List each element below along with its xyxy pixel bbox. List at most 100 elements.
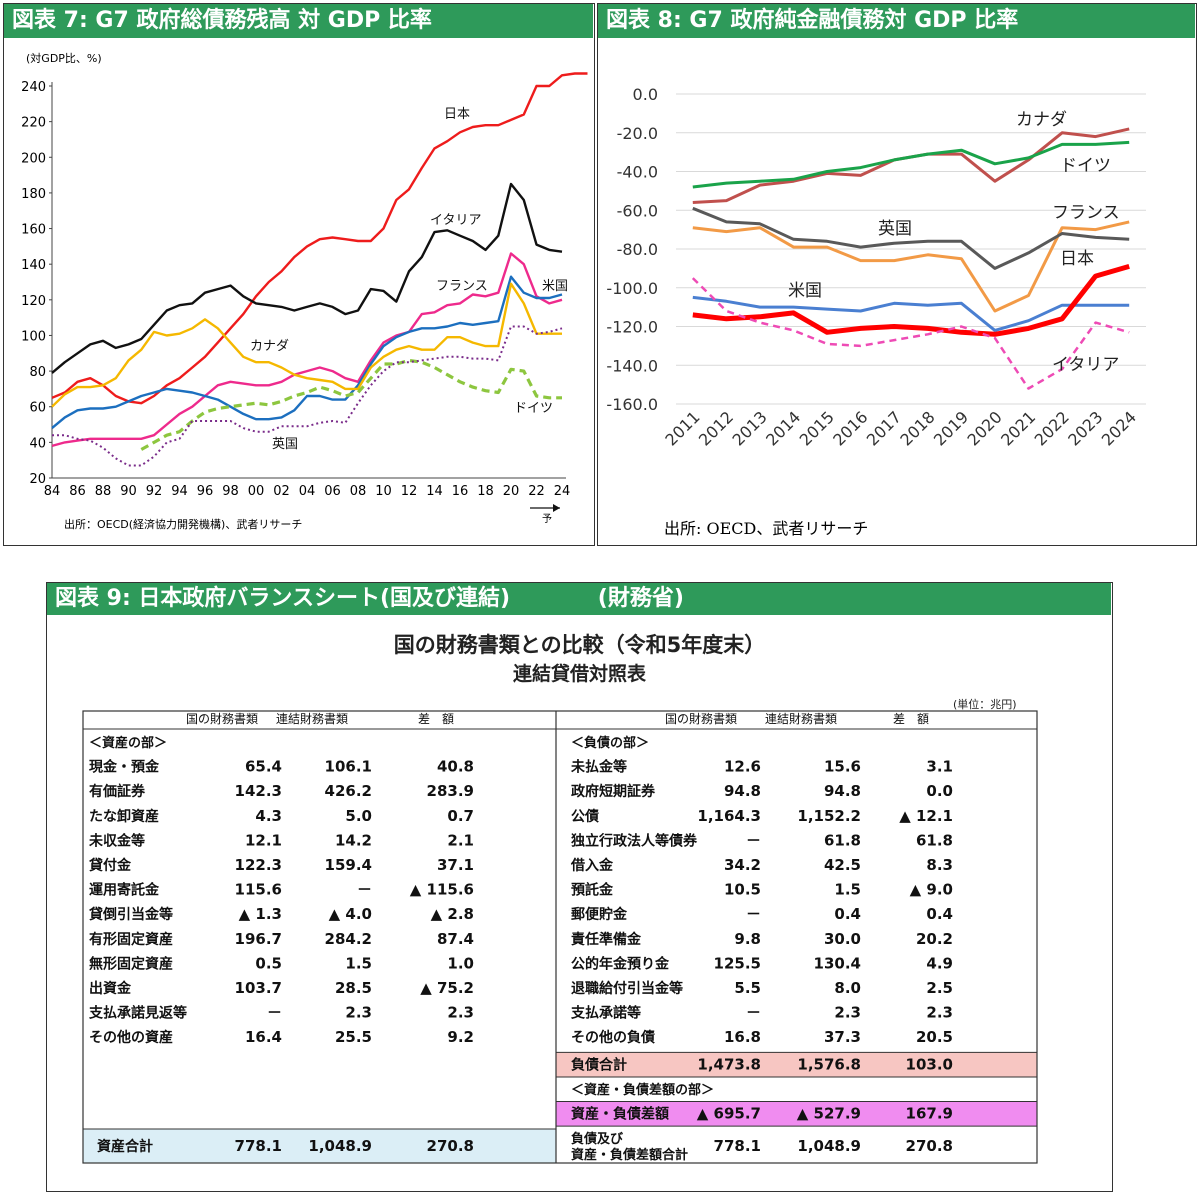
figure7-panel: 図表 7: G7 政府総債務残高 対 GDP 比率 (対GDP比、%) 出所：O… [3, 3, 595, 546]
bs-liab-value: 0.4 [926, 905, 953, 923]
fig7-x-tick: 24 [554, 484, 571, 499]
fig7-unit-label: (対GDP比、%) [26, 51, 102, 65]
bs-asset-value: 0.5 [255, 954, 282, 972]
fig7-y-tick: 120 [21, 294, 46, 309]
fig7-forecast-mark: 予 [542, 513, 552, 525]
bs-grand-total-label: 負債及び [571, 1131, 624, 1147]
bs-liab-value: 94.8 [724, 782, 761, 800]
fig8-series-line [692, 263, 1130, 337]
bs-liab-value: 37.3 [824, 1028, 861, 1046]
fig7-x-tick: 20 [503, 484, 520, 499]
fig7-x-tick: 90 [120, 484, 137, 499]
bs-col-header: 国の財務書類 [665, 711, 737, 726]
bs-asset-value: 4.3 [255, 807, 282, 825]
fig7-y-tick: 60 [29, 401, 46, 416]
bs-liab-value: 1,152.2 [797, 807, 861, 825]
fig7-x-tick: 98 [222, 484, 239, 499]
bs-asset-value: 65.4 [245, 758, 282, 776]
fig7-y-tick: 180 [21, 187, 46, 202]
fig8-x-tick: 2017 [863, 407, 905, 449]
bs-liab-total-label: 負債合計 [571, 1056, 627, 1073]
bs-outer-border [82, 710, 1038, 1164]
fig8-series-line [692, 295, 1130, 332]
bs-asset-name: 貸倒引当金等 [88, 906, 173, 923]
fig8-y-tick: -60.0 [617, 201, 658, 220]
bs-assets-total-value: 778.1 [235, 1137, 282, 1155]
bs-asset-value: 87.4 [437, 930, 474, 948]
fig8-x-tick: 2021 [997, 407, 1039, 449]
bs-asset-value: － [357, 881, 372, 899]
bs-unit: (単位：兆円) [953, 698, 1017, 711]
bs-liab-name: 公債 [571, 808, 599, 825]
figure8-title: 図表 8: G7 政府純金融債務対 GDP 比率 [598, 4, 1195, 38]
bs-asset-value: 1.5 [345, 954, 372, 972]
bs-grand-total-value: 1,048.9 [797, 1137, 861, 1155]
bs-liab-value: 2.5 [926, 979, 953, 997]
bs-asset-value: ▲ 115.6 [410, 881, 474, 899]
fig7-series-label: ドイツ [514, 401, 553, 416]
fig8-x-tick: 2024 [1098, 407, 1140, 449]
bs-asset-name: 現金・預金 [89, 759, 160, 776]
fig7-x-tick: 22 [528, 484, 545, 499]
fig7-x-tick: 18 [477, 484, 494, 499]
bs-liab-value: 1,164.3 [697, 807, 761, 825]
bs-asset-value: 122.3 [235, 856, 282, 874]
fig7-x-tick: 96 [197, 484, 214, 499]
fig7-x-tick: 02 [273, 484, 290, 499]
bs-liab-value: 12.6 [724, 758, 761, 776]
bs-grid: 国の財務書類 国の財務書類 連結財務書類 連結財務書類 差 額 差 額 ＜資産の部＞ ＜負債の… [82, 710, 1038, 1164]
bs-liab-value: 3.1 [926, 758, 953, 776]
bs-asset-value: 37.1 [437, 856, 474, 874]
fig7-y-tick: 240 [21, 80, 46, 95]
bs-liab-name: 支払承諾等 [570, 1005, 641, 1022]
fig7-y-tick: 160 [21, 223, 46, 238]
bs-liab-value: 4.9 [926, 954, 953, 972]
figure7-chart: (対GDP比、%) 出所：OECD(経済協力開発機構)、武者リサーチ 予 20 4… [21, 51, 588, 531]
bs-col-header: 連結財務書類 [765, 711, 837, 726]
bs-liab-value: 2.3 [834, 1004, 861, 1022]
bs-asset-value: 103.7 [235, 979, 282, 997]
figure8-chart: 出所: OECD、武者リサーチ 0.0 -20.0 -40.0 -60.0 -80.0 -… [606, 85, 1146, 538]
bs-liab-total-value: 1,576.8 [797, 1055, 861, 1073]
bs-asset-value: 12.1 [245, 831, 282, 849]
fig8-x-tick: 2018 [896, 407, 938, 449]
fig8-y-tick: -120.0 [606, 318, 658, 337]
bs-asset-value: 426.2 [325, 782, 372, 800]
bs-liab-value: ▲ 12.1 [899, 807, 953, 825]
bs-col-header: 国の財務書類 [186, 711, 258, 726]
bs-net-value: ▲ 527.9 [797, 1105, 861, 1123]
fig8-x-tick: 2023 [1064, 407, 1106, 449]
fig7-x-tick: 08 [350, 484, 367, 499]
bs-liab-total-value: 103.0 [906, 1055, 953, 1073]
bs-asset-value: ▲ 4.0 [329, 905, 372, 923]
fig8-x-tick: 2022 [1031, 407, 1073, 449]
fig7-series-label: 英国 [272, 437, 298, 452]
fig7-series-line [51, 282, 562, 408]
bs-assets-total-value: 1,048.9 [308, 1137, 372, 1155]
bs-asset-name: 貸付金 [88, 857, 132, 874]
bs-net-bg [556, 1101, 1037, 1127]
bs-net-value: 167.9 [906, 1105, 953, 1123]
bs-liab-name: 未払金等 [571, 759, 627, 776]
bs-grand-total-value: 270.8 [906, 1137, 953, 1155]
bs-net-section: ＜資産・負債差額の部＞ [571, 1082, 714, 1098]
fig7-series-label: 日本 [444, 107, 470, 122]
bs-liab-value: 1.5 [834, 881, 861, 899]
bs-liab-value: 10.5 [724, 881, 761, 899]
bs-liab-value: 0.0 [926, 782, 953, 800]
bs-asset-value: 115.6 [235, 881, 282, 899]
bs-asset-value: 1.0 [447, 954, 474, 972]
bs-asset-value: 196.7 [235, 930, 282, 948]
fig8-x-tick: 2015 [796, 407, 838, 449]
bs-liab-value: 34.2 [724, 856, 761, 874]
bs-liab-value: 15.6 [824, 758, 861, 776]
bs-asset-value: 25.5 [335, 1028, 372, 1046]
bs-asset-value: ▲ 1.3 [239, 905, 282, 923]
bs-liab-value: 8.3 [926, 856, 953, 874]
bs-asset-name: 未収金等 [89, 832, 145, 849]
bs-net-value: ▲ 695.7 [697, 1105, 761, 1123]
bs-liab-value: 30.0 [824, 930, 861, 948]
bs-liab-name: 借入金 [570, 857, 614, 874]
bs-liab-value: 94.8 [824, 782, 861, 800]
fig8-series-label: ドイツ [1060, 156, 1111, 176]
